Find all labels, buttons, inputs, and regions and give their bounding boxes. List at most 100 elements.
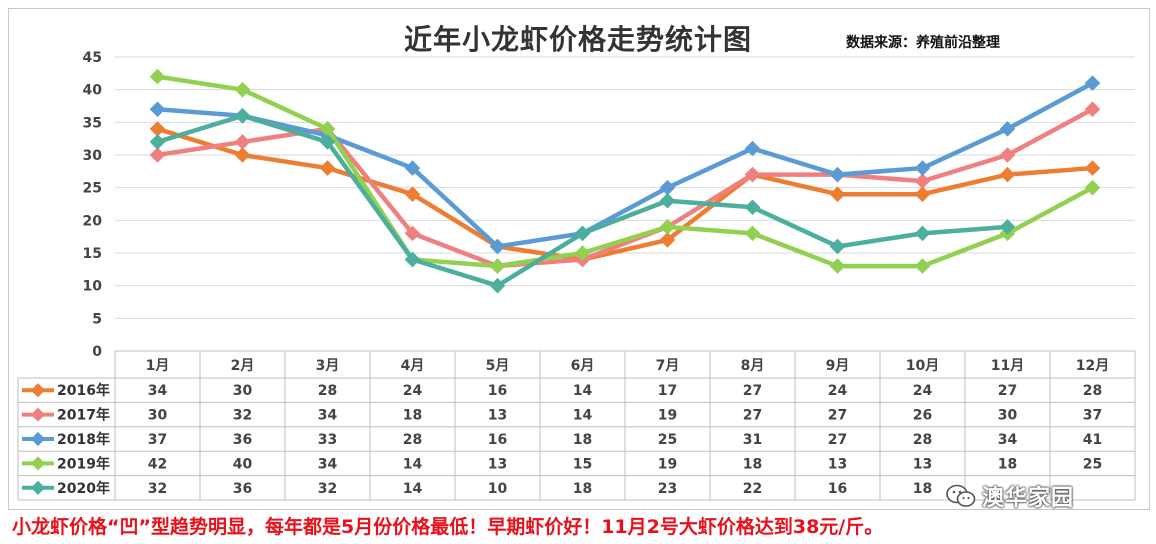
data-point [149,121,166,137]
data-table-cell: 25 [1083,456,1102,472]
data-table-cell: 17 [658,383,677,399]
legend-marker [30,383,46,398]
data-table-cell: 13 [488,456,507,472]
legend-marker [30,480,46,495]
data-table-cell: 34 [318,408,338,424]
data-table-cell: 18 [998,456,1017,472]
y-tick-label: 25 [83,181,102,197]
data-table-cell: 34 [148,383,168,399]
data-point [914,160,931,176]
data-point [1084,75,1101,91]
legend-label: 2018年 [57,431,110,448]
y-tick-label: 15 [83,246,102,262]
data-table-cell: 13 [488,408,507,424]
data-table-cell: 30 [233,383,253,399]
x-tick-label: 1月 [146,358,170,374]
data-point [149,147,166,163]
x-tick-label: 4月 [401,358,425,374]
data-table-cell: 13 [828,456,847,472]
data-table-cell: 27 [743,383,762,399]
data-table-cell: 28 [318,383,337,399]
data-point [914,173,931,189]
data-point [744,199,761,216]
y-tick-label: 5 [92,311,102,327]
data-table-cell: 24 [913,383,933,399]
series-line [155,126,1095,262]
data-table-cell: 26 [913,408,932,424]
legend-label: 2016年 [57,382,110,399]
data-table-cell: 16 [828,481,847,497]
data-table-cell: 18 [403,408,422,424]
data-table-cell: 27 [743,408,762,424]
data-point [404,225,421,242]
data-table-cell: 10 [488,481,508,497]
data-table-cell: 30 [148,408,168,424]
data-table-cell: 22 [743,481,762,497]
chart-title: 近年小龙虾价格走势统计图 [403,23,752,56]
y-tick-label: 35 [83,115,102,131]
data-table-cell: 31 [743,432,762,448]
data-point [999,219,1016,235]
data-table-cell: 25 [658,432,677,448]
data-point [404,160,421,176]
data-table-cell: 14 [573,408,593,424]
data-table-cell: 28 [1083,383,1102,399]
data-table-cell: 14 [403,456,423,472]
data-point [149,101,166,118]
data-point [234,147,251,163]
data-point [829,258,846,274]
x-tick-label: 9月 [826,358,850,374]
data-table-cell: 33 [318,432,337,448]
y-tick-label: 10 [83,279,103,295]
data-point [999,147,1016,163]
y-tick-label: 45 [83,50,102,66]
legend-label: 2020年 [57,480,110,497]
data-point [404,186,421,202]
data-point [234,81,251,98]
data-point [1084,179,1101,196]
watermark: 澳华家园 [946,480,1074,512]
chart-source-note: 数据来源：养殖前沿整理 [846,35,1000,51]
data-table-cell: 34 [318,456,338,472]
data-table-cell: 40 [233,456,253,472]
data-point [319,160,336,176]
data-table-cell: 37 [1083,408,1102,424]
data-point [999,166,1016,183]
y-tick-label: 40 [83,83,103,99]
legend-label: 2019年 [57,455,110,472]
data-point [744,140,761,157]
x-tick-label: 12月 [1076,358,1109,374]
data-table-cell: 14 [573,383,593,399]
y-tick-label: 0 [92,344,102,360]
legend-label: 2017年 [57,407,110,424]
legend-marker [30,407,46,422]
data-table-cell: 41 [1083,432,1102,448]
data-table-cell: 32 [318,481,337,497]
data-point [829,238,846,255]
data-point [319,134,336,150]
y-tick-label: 20 [83,213,103,229]
data-point [234,134,251,150]
data-table-cell: 34 [998,432,1018,448]
x-tick-label: 8月 [741,358,765,374]
data-table-cell: 14 [403,481,423,497]
data-table-cell: 13 [913,456,932,472]
data-table-cell: 42 [148,456,167,472]
data-point [1084,160,1101,176]
data-point [914,258,931,274]
x-tick-label: 2月 [231,358,255,374]
data-table-cell: 23 [658,481,677,497]
data-point [914,186,931,202]
watermark-text: 澳华家园 [982,486,1075,511]
legend-marker [30,456,46,471]
x-tick-label: 7月 [656,358,680,374]
data-table-cell: 36 [233,481,252,497]
data-table-cell: 24 [403,383,423,399]
x-tick-label: 10月 [906,358,939,374]
footer-note: 小龙虾价格“凹”型趋势明显，每年都是5月份价格最低！早期虾价好！11月2号大虾价… [12,516,884,538]
data-point [489,238,506,255]
x-tick-label: 6月 [571,358,595,374]
data-table-cell: 15 [573,456,592,472]
data-table-cell: 16 [488,432,507,448]
